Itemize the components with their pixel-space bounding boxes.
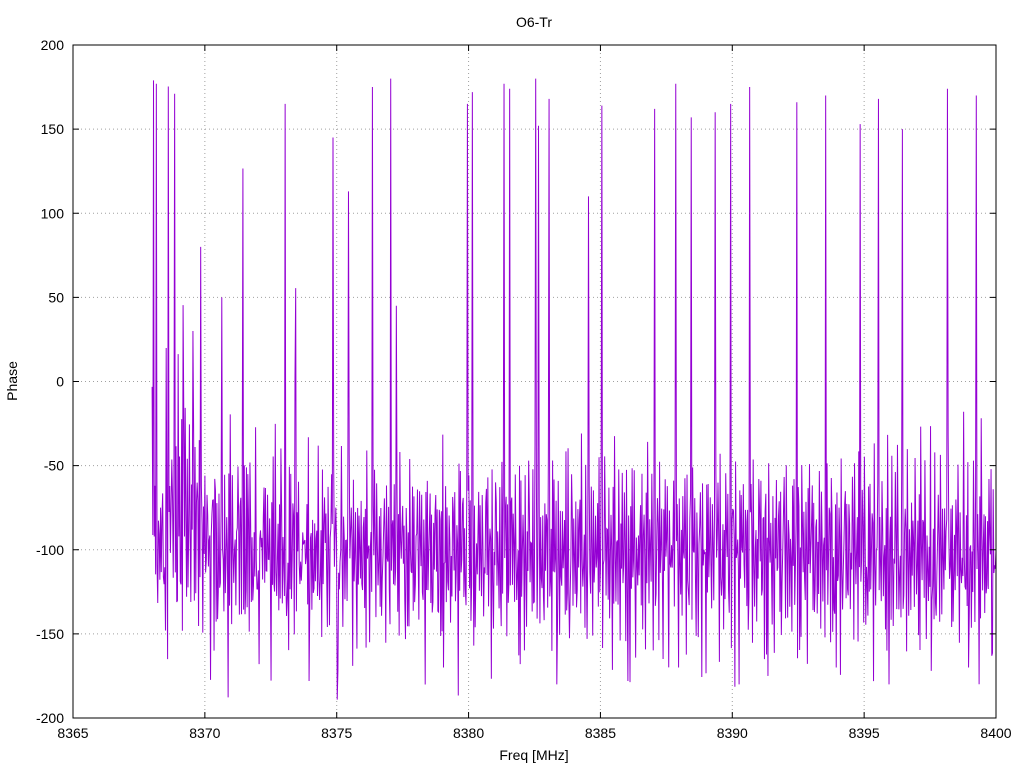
x-tick-label: 8390 — [717, 725, 748, 741]
x-tick-label: 8365 — [57, 725, 88, 741]
x-axis: 8365 8370 8375 8380 8385 8390 8395 8400 — [57, 45, 1012, 741]
series-line — [151, 78, 997, 700]
y-tick-label: -50 — [44, 458, 64, 474]
x-tick-label: 8375 — [321, 725, 352, 741]
x-tick-label: 8380 — [453, 725, 484, 741]
x-tick-label: 8385 — [585, 725, 616, 741]
y-tick-label: 150 — [41, 121, 65, 137]
y-axis-label: Phase — [4, 361, 20, 401]
x-tick-label: 8395 — [849, 725, 880, 741]
y-tick-label: -200 — [36, 710, 64, 726]
x-axis-label: Freq [MHz] — [499, 747, 568, 763]
series-layer — [151, 78, 997, 700]
y-tick-label: 100 — [41, 205, 65, 221]
y-axis: -200 -150 -100 -50 0 50 100 150 200 — [36, 37, 996, 726]
y-tick-label: 200 — [41, 37, 65, 53]
y-tick-label: 0 — [56, 374, 64, 390]
x-tick-label: 8400 — [980, 725, 1011, 741]
chart-title: O6-Tr — [516, 14, 552, 30]
grid — [73, 45, 996, 718]
x-tick-label: 8370 — [189, 725, 220, 741]
y-tick-label: -100 — [36, 542, 64, 558]
y-tick-label: -150 — [36, 626, 64, 642]
y-tick-label: 50 — [48, 289, 64, 305]
